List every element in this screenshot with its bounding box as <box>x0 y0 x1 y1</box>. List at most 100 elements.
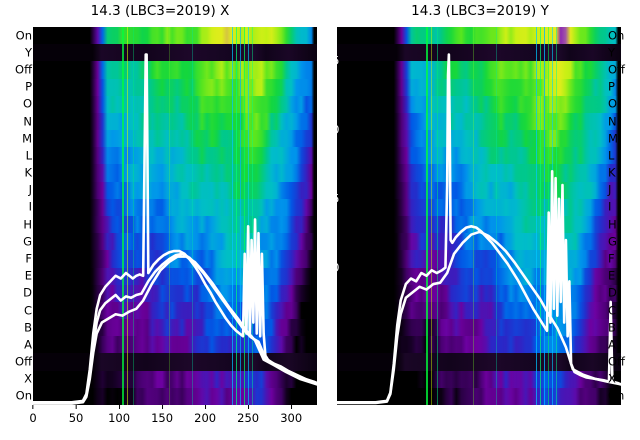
heatmap-row <box>33 95 317 114</box>
category-label: Off <box>608 62 625 77</box>
category-label: Off <box>608 354 625 369</box>
y-tick-label: - 5 <box>621 328 637 343</box>
heatmap-spike <box>169 27 171 405</box>
category-label: A <box>24 337 32 352</box>
category-label: H <box>23 217 32 232</box>
x-tick-mark <box>290 405 292 409</box>
trace-line <box>33 252 317 405</box>
heatmap-row <box>33 112 317 131</box>
y-tick-label: 20 <box>11 122 26 137</box>
trace-line <box>337 230 621 405</box>
category-label: E <box>24 268 32 283</box>
category-labels-right: On Y Off P O N M L K J I H G F E D C B A Off X On <box>608 27 638 405</box>
category-label: O <box>608 96 618 111</box>
panel-x-axes <box>33 27 317 405</box>
category-label: F <box>25 251 32 266</box>
trace-line <box>33 255 317 405</box>
x-tick-text: 100 <box>108 411 131 425</box>
x-tick-text: 150 <box>151 411 174 425</box>
category-label: D <box>608 285 617 300</box>
y-tick-label: - 0 <box>317 397 333 412</box>
x-tick-text: 300 <box>280 411 303 425</box>
x-tick-text: 200 <box>194 411 217 425</box>
y-tick-label: 10 <box>11 260 26 275</box>
category-label: On <box>15 388 32 403</box>
y-tick-label: 15 <box>11 191 26 206</box>
heatmap-spike <box>473 27 475 405</box>
heatmap-spike <box>430 27 432 405</box>
heatmap-row <box>33 370 317 389</box>
category-labels-left: On Y Off P O N M L K J I H G F E D C B A Off X On <box>2 27 32 405</box>
x-tick-mark <box>247 405 249 409</box>
category-label: On <box>15 28 32 43</box>
y-tick-label: - 25 <box>317 53 340 68</box>
heatmap-spike <box>436 27 438 405</box>
y-tick-label: - 15 <box>317 191 340 206</box>
heatmap-spike <box>122 27 124 405</box>
category-label: N <box>608 114 617 128</box>
y-tick-label: - 10 <box>317 260 340 275</box>
heatmap-spike <box>535 27 538 405</box>
x-tick-label: 250 <box>237 405 259 425</box>
category-label: K <box>608 165 616 180</box>
category-label: M <box>608 131 618 146</box>
heatmap-row <box>337 387 621 405</box>
heatmap-row <box>33 353 317 372</box>
heatmap-row <box>337 95 621 114</box>
panel-y-trace <box>337 53 621 405</box>
y-tick-label: 5 <box>18 328 26 343</box>
trace-line <box>337 53 621 404</box>
x-tick-label: 100 <box>108 405 130 425</box>
y-tick-label: 0 <box>18 397 26 412</box>
y-tick-label: - 25 <box>621 53 640 68</box>
heatmap-row <box>337 61 621 80</box>
x-tick-label: 300 <box>280 405 302 425</box>
y-tick-label: 15 <box>11 191 26 206</box>
category-label: N <box>23 114 32 128</box>
category-label: Off <box>15 62 32 77</box>
category-label: P <box>608 79 615 94</box>
category-label: H <box>608 217 617 232</box>
heatmap-row <box>33 147 317 166</box>
x-tick-mark <box>204 405 206 409</box>
heatmap-row <box>337 353 621 372</box>
y-tick-label: 20 <box>11 122 26 137</box>
category-label: On <box>608 28 625 43</box>
heatmap-row <box>33 130 317 148</box>
panel-x: 14.3 (LBC3=2019) X 0 50 100 150 200 250 300 <box>29 3 317 435</box>
category-label: D <box>23 285 32 300</box>
x-tick-text: 0 <box>29 411 37 425</box>
category-label: A <box>608 337 616 352</box>
heatmap-spike <box>132 27 134 405</box>
heatmap-row <box>33 164 317 183</box>
category-label: B <box>24 320 32 335</box>
category-label: I <box>28 199 32 214</box>
heatmap-spike <box>496 27 497 405</box>
panel-x-xticks: 0 50 100 150 200 250 300 <box>29 405 317 435</box>
x-tick-label: 150 <box>151 405 173 425</box>
heatmap-row <box>337 78 621 97</box>
y-tick-label: - 5 <box>317 328 333 343</box>
category-label: M <box>22 131 32 146</box>
x-tick-label: 0 <box>29 405 37 425</box>
heatmap-row <box>33 44 317 62</box>
panel-y-title: 14.3 (LBC3=2019) Y <box>411 3 549 19</box>
heatmap-row <box>337 198 621 217</box>
heatmap-row <box>33 216 317 234</box>
heatmap-spike <box>252 27 254 405</box>
x-tick-label: 50 <box>69 405 83 425</box>
category-label: G <box>23 234 32 249</box>
panel-x-heatmap <box>33 27 317 405</box>
category-label: C <box>608 303 617 317</box>
category-label: I <box>608 199 612 214</box>
category-label: X <box>608 371 616 386</box>
heatmap-spike <box>543 27 546 405</box>
heatmap-row <box>337 112 621 131</box>
heatmap-row <box>337 336 621 355</box>
category-label: F <box>608 251 615 266</box>
heatmap-spike <box>239 27 242 405</box>
heatmap-row <box>337 130 621 148</box>
x-tick-mark <box>118 405 120 409</box>
x-tick-mark <box>32 405 34 409</box>
